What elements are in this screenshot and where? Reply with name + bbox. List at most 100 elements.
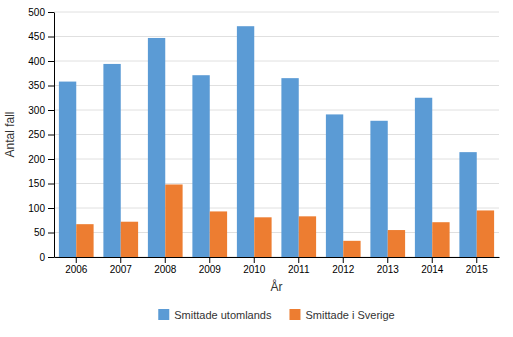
bar [59,82,76,257]
x-tick-label: 2015 [466,264,489,275]
bar [477,210,494,257]
bar [388,230,405,257]
x-tick: 2013 [377,257,400,275]
bar [343,241,360,257]
y-tick-label: 0 [39,252,45,263]
legend: Smittade utomlands Smittade i Sverige [158,309,394,321]
y-tick: 500 [28,7,54,18]
legend-swatch [289,309,300,320]
y-tick: 100 [28,203,54,214]
y-tick-mark [48,61,54,62]
x-tick-mark [209,257,210,263]
y-tick-mark [48,257,54,258]
y-axis: 0 50 100 150 200 250 300 350 400 450 500 [28,7,54,263]
grid-line [54,61,499,62]
bar [76,224,93,257]
y-tick: 300 [28,105,54,116]
legend-item: Smittade utomlands [158,309,272,321]
grid [54,12,499,257]
y-tick: 0 [39,252,54,263]
legend-item: Smittade i Sverige [289,309,394,321]
y-tick-mark [48,233,54,234]
x-tick-label: 2013 [377,264,400,275]
x-tick: 2008 [154,257,177,275]
bar [299,216,316,257]
x-tick-mark [254,257,255,263]
y-tick-label: 300 [28,105,45,116]
y-tick-label: 250 [28,129,45,140]
y-tick-label: 50 [34,227,46,238]
y-tick-mark [48,12,54,13]
legend-label: Smittade utomlands [174,309,272,321]
y-tick-mark [48,86,54,87]
bar [192,75,209,257]
x-tick: 2015 [466,257,489,275]
bar [121,222,138,257]
axis-line [54,13,55,258]
bar [254,217,271,257]
bar [148,38,165,257]
y-tick: 450 [28,31,54,42]
y-tick: 350 [28,80,54,91]
y-tick-label: 400 [28,56,45,67]
y-tick-label: 150 [28,178,45,189]
x-tick-label: 2007 [110,264,133,275]
x-tick-mark [387,257,388,263]
y-tick-label: 500 [28,7,45,18]
x-tick: 2011 [288,257,310,275]
legend-swatch [158,309,169,320]
y-tick-mark [48,110,54,111]
bar [326,114,343,257]
y-tick-label: 350 [28,80,45,91]
bar-series [76,184,494,257]
x-tick: 2014 [421,257,444,275]
x-tick-mark [120,257,121,263]
x-tick: 2012 [332,257,355,275]
x-tick-mark [343,257,344,263]
bar [237,26,254,257]
chart-container: 0501001502002503003504004505002006200720… [0,0,513,337]
x-tick-label: 2009 [199,264,222,275]
x-tick-label: 2011 [288,264,310,275]
bar [165,184,182,257]
y-tick-label: 450 [28,31,45,42]
plot: 0501001502002503003504004505002006200720… [3,7,500,294]
y-tick: 250 [28,129,54,140]
x-tick-label: 2008 [154,264,177,275]
x-tick-mark [298,257,299,263]
y-tick: 200 [28,154,54,165]
bars [59,26,494,257]
x-tick-mark [76,257,77,263]
y-axis-title: Antal fall [3,111,17,157]
x-tick-mark [165,257,166,263]
y-tick-mark [48,159,54,160]
y-tick-label: 100 [28,203,45,214]
chart: 0501001502002503003504004505002006200720… [0,0,513,337]
bar-series [59,26,477,257]
bar [432,222,449,257]
legend-label: Smittade i Sverige [305,309,394,321]
y-tick: 150 [28,178,54,189]
bar [415,98,432,257]
y-tick-label: 200 [28,154,45,165]
y-tick: 400 [28,56,54,67]
x-tick-label: 2006 [65,264,88,275]
x-tick: 2010 [243,257,266,275]
bar [281,78,298,257]
x-tick-mark [476,257,477,263]
bar [103,64,120,257]
y-tick-mark [48,208,54,209]
y-tick-mark [48,37,54,38]
x-axis-title: År [271,279,283,294]
x-tick: 2009 [199,257,222,275]
grid-line [54,12,499,13]
bar [459,152,476,257]
x-tick-mark [432,257,433,263]
y-tick: 50 [34,227,54,238]
x-axis: 2006 2007 2008 2009 2010 2011 2012 2013 2014 2015 [55,257,500,275]
bar [370,121,387,257]
x-tick: 2006 [65,257,88,275]
x-tick-label: 2012 [332,264,355,275]
x-tick-label: 2010 [243,264,266,275]
bar [210,211,227,257]
